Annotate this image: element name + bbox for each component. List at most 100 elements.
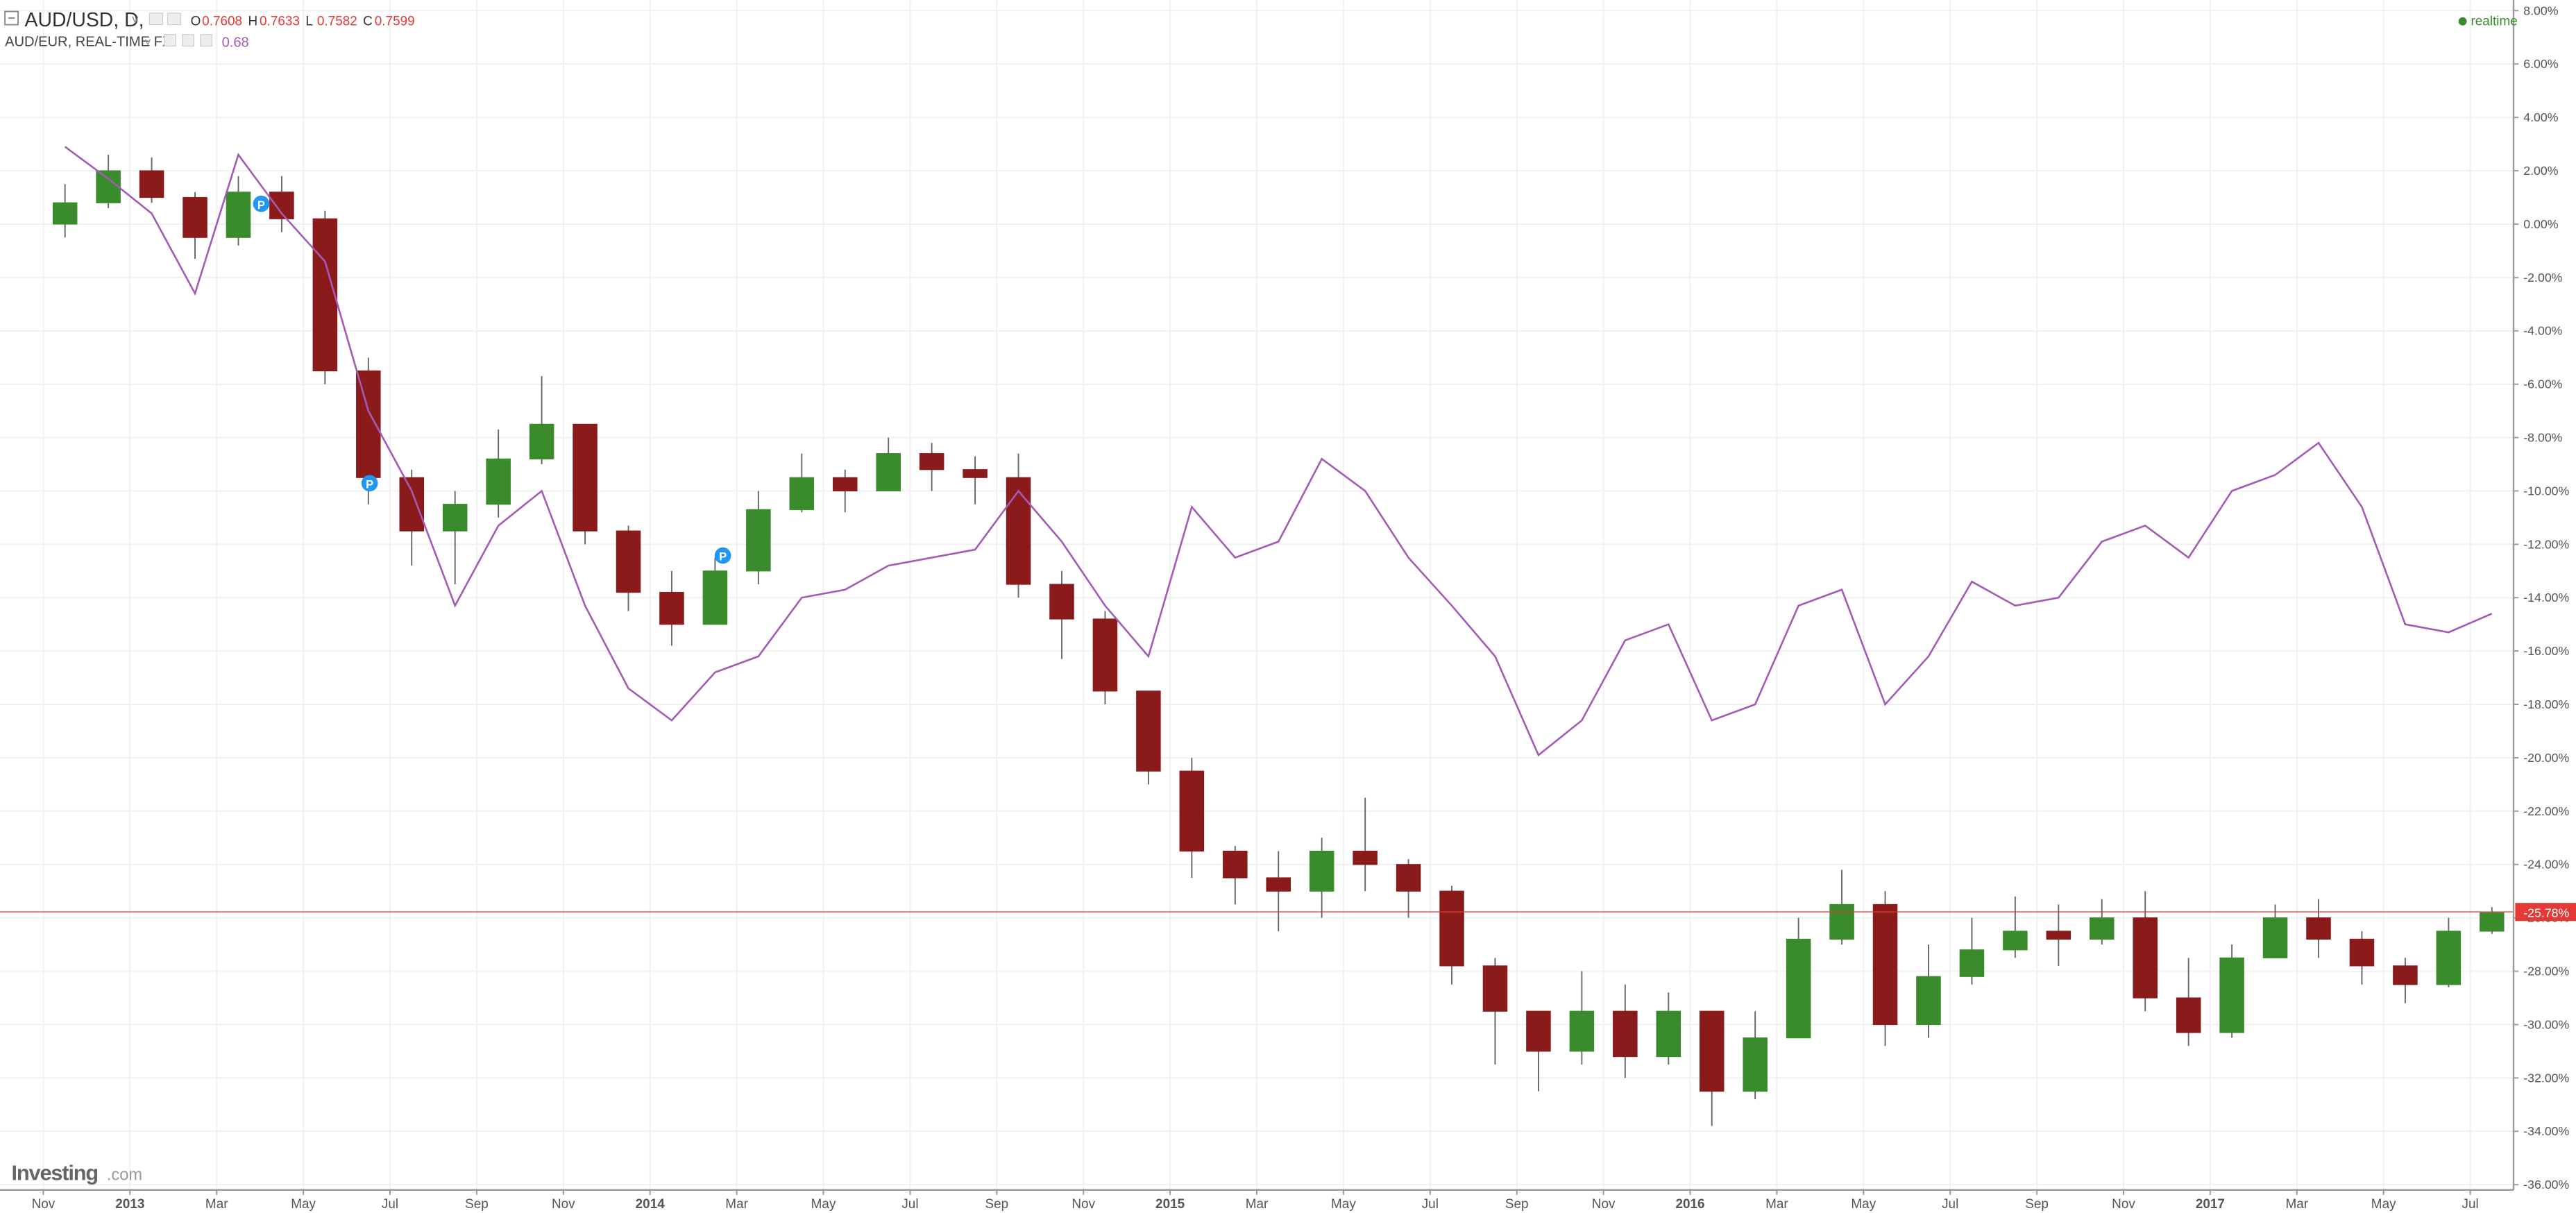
candle-body [573, 423, 598, 532]
candle-body [2306, 917, 2331, 940]
hide-icon[interactable] [167, 12, 181, 26]
candle-body [746, 509, 771, 572]
collapse-icon[interactable] [4, 10, 19, 26]
y-tick-label: 4.00% [2523, 110, 2559, 124]
price-label-box [2515, 903, 2576, 922]
marker-label: P [719, 550, 727, 563]
candle-body [789, 477, 815, 510]
candle-body [2176, 997, 2201, 1033]
candle-body [702, 570, 728, 625]
markers: P P P [253, 195, 731, 564]
candle-body [1699, 1010, 1725, 1092]
candle-body [919, 453, 944, 470]
hide-icon[interactable] [182, 34, 194, 46]
candle-body [659, 591, 684, 625]
candle-body [1223, 850, 1248, 879]
candle-body [1526, 1010, 1551, 1052]
settings-icon[interactable] [149, 12, 163, 26]
candle-body [2262, 917, 2288, 958]
series-title: AUD/USD, D, [25, 9, 144, 31]
y-tick-label: -36.00% [2523, 1178, 2569, 1191]
price-label: -25.78% [2523, 906, 2569, 919]
candle-body [2480, 912, 2505, 932]
candle-body [963, 469, 988, 478]
candle-body [2349, 938, 2375, 967]
x-tick-label: Sep [465, 1197, 489, 1212]
marker[interactable] [253, 195, 270, 212]
brand-suffix: .com [107, 1167, 142, 1185]
candle-body [356, 370, 381, 478]
candle-body [52, 202, 78, 225]
candle-body [2090, 917, 2115, 940]
settings-icon[interactable] [164, 34, 176, 46]
candle-body [1743, 1037, 1768, 1092]
candle-body [442, 504, 468, 532]
candle-body [1309, 850, 1334, 892]
x-tick-label: Jul [901, 1197, 918, 1212]
y-tick-label: -6.00% [2523, 378, 2562, 391]
x-tick-label: Mar [1765, 1197, 1788, 1212]
candle-body [1482, 965, 1508, 1012]
candle-body [96, 170, 121, 203]
candle-body [2133, 917, 2158, 999]
ohlc-value: 0.7599 [375, 15, 415, 29]
y-tick-label: -2.00% [2523, 271, 2562, 285]
candle-body [2219, 957, 2244, 1033]
candle-body [2436, 931, 2461, 985]
x-tick-label: Nov [2112, 1197, 2135, 1212]
y-tick-label: -8.00% [2523, 430, 2562, 444]
candle-body [876, 453, 901, 492]
candle-body [399, 477, 425, 532]
candle-body [1179, 770, 1205, 852]
marker[interactable] [361, 475, 378, 492]
compare-title: AUD/EUR, REAL-TIME FX [5, 34, 171, 49]
candle-body [1092, 618, 1118, 692]
grid [0, 0, 2514, 1190]
x-tick-label: Mar [2285, 1197, 2308, 1212]
remove-icon[interactable] [200, 34, 212, 46]
candle-body [2393, 965, 2418, 985]
y-tick-label: 6.00% [2523, 57, 2559, 71]
y-tick-label: -32.00% [2523, 1071, 2569, 1085]
x-tick-label: Sep [985, 1197, 1008, 1212]
x-tick-label: May [291, 1197, 316, 1212]
candle-body [1786, 938, 1811, 1039]
y-tick-label: -30.00% [2523, 1017, 2569, 1031]
candle-body [1266, 877, 1291, 892]
x-tick-label: May [811, 1197, 836, 1212]
y-tick-label: -16.00% [2523, 644, 2569, 658]
x-tick-label: 2016 [1675, 1197, 1704, 1212]
y-tick-label: 0.00% [2523, 217, 2559, 231]
candle-body [139, 170, 164, 198]
dropdown-arrow[interactable]: ˅ [131, 14, 139, 28]
marker[interactable] [714, 547, 731, 564]
ohlc-values: O 0.7608 H 0.7633 L 0.7582 C 0.7599 [191, 15, 415, 29]
y-tick-label: -12.00% [2523, 537, 2569, 551]
y-tick-label: -14.00% [2523, 591, 2569, 604]
x-tick-label: May [2371, 1197, 2396, 1212]
status: realtime [2471, 15, 2517, 29]
y-tick-label: 2.00% [2523, 164, 2559, 178]
dropdown-arrow[interactable]: ˅ [144, 35, 151, 49]
y-tick-label: -22.00% [2523, 804, 2569, 818]
x-tick-label: Sep [2025, 1197, 2049, 1212]
x-tick-label: Mar [205, 1197, 228, 1212]
candle-body [1872, 904, 1898, 1026]
x-tick-label: Jul [382, 1197, 398, 1212]
x-tick-label: 2013 [115, 1197, 144, 1212]
candle-body [1656, 1010, 1681, 1058]
candle-body [1136, 690, 1161, 772]
candle-body [183, 196, 207, 238]
x-tick-label: Sep [1505, 1197, 1529, 1212]
candle-body [1396, 864, 1421, 892]
x-tick-label: 2015 [1155, 1197, 1185, 1212]
y-tick-label: -20.00% [2523, 751, 2569, 765]
ohlc-value: 0.7608 [202, 15, 242, 29]
candle-body [1439, 890, 1464, 967]
x-tick-label: Nov [1592, 1197, 1616, 1212]
line-series [64, 146, 2493, 757]
candle-body [832, 477, 858, 492]
status-dot [2458, 17, 2467, 26]
